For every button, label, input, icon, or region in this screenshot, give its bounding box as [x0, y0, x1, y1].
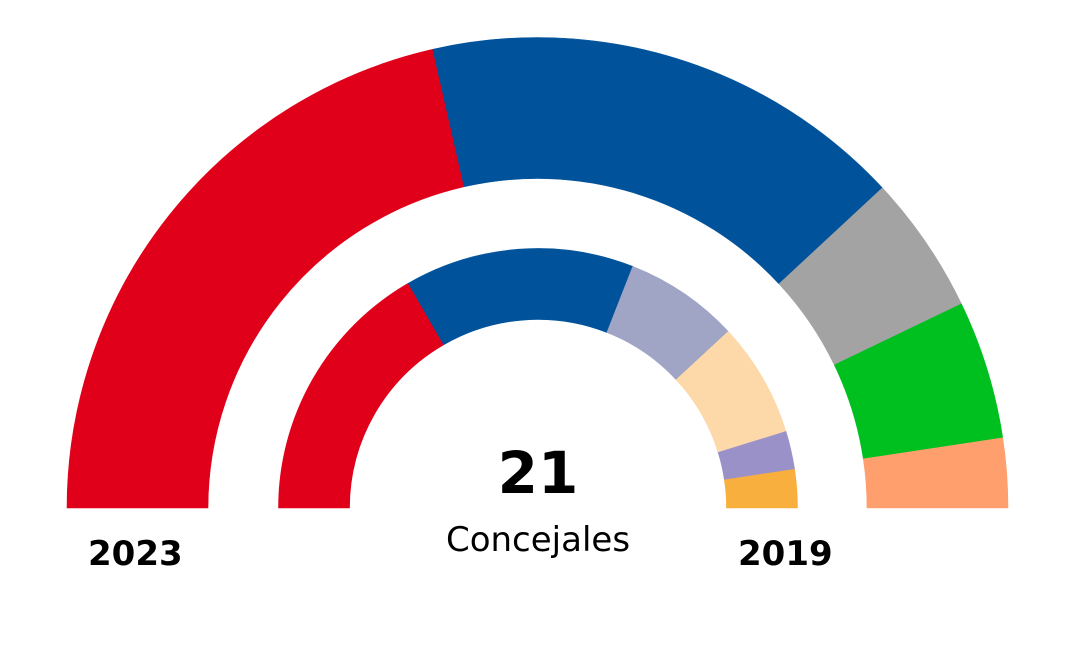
seat-segment-2019-1 — [407, 248, 634, 346]
ring-2023 — [66, 37, 1009, 509]
year-label-2023: 2023 — [88, 534, 183, 574]
seat-segment-2019-0 — [278, 282, 445, 509]
seat-segment-2023-1 — [432, 37, 883, 285]
ring-2019 — [278, 248, 798, 509]
seat-segment-2023-0 — [66, 48, 465, 509]
seat-segment-2023-4 — [862, 437, 1009, 509]
total-seats-value: 21 — [497, 439, 579, 507]
year-label-2019: 2019 — [738, 534, 833, 574]
seat-segment-2019-5 — [724, 468, 798, 509]
total-seats-label: Concejales — [445, 520, 631, 560]
